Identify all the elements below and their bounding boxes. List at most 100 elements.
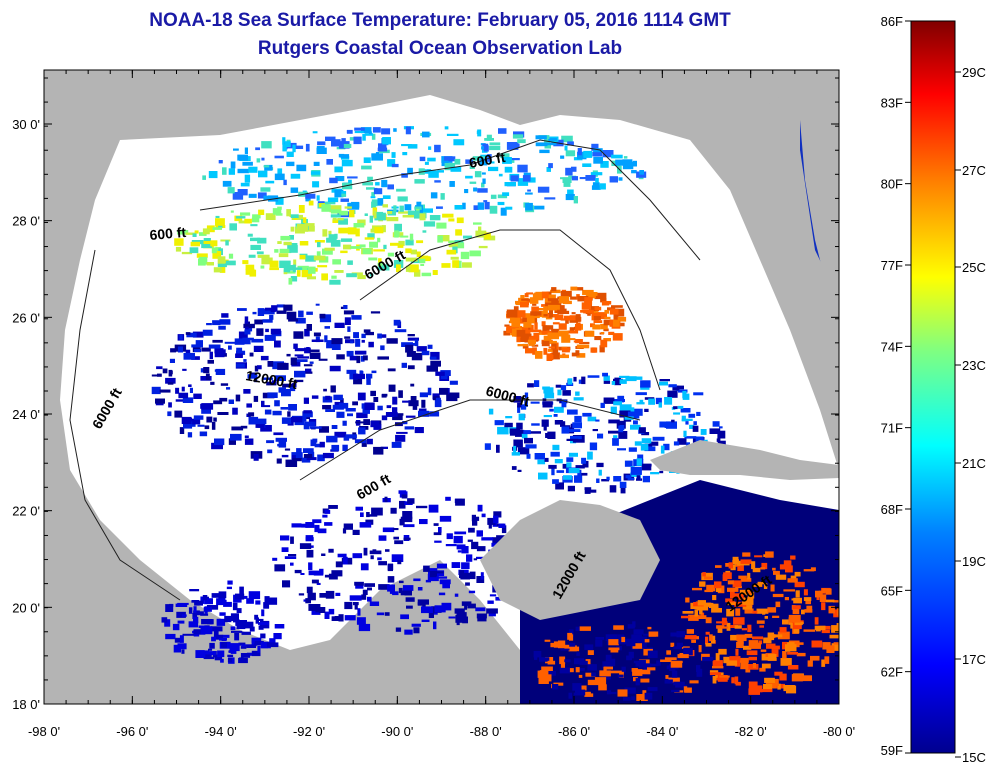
sst-pixel	[681, 415, 686, 422]
sst-pixel	[593, 316, 601, 321]
sst-pixel	[387, 252, 395, 257]
sst-pixel	[261, 141, 272, 149]
sst-pixel	[267, 392, 278, 398]
sst-pixel	[156, 366, 163, 370]
sst-pixel	[335, 561, 343, 568]
sst-pixel	[603, 375, 610, 381]
sst-pixel	[825, 588, 832, 595]
sst-pixel	[792, 622, 802, 630]
sst-pixel	[660, 659, 672, 662]
sst-pixel	[469, 250, 481, 257]
sst-pixel	[435, 397, 441, 402]
sst-pixel	[302, 411, 313, 418]
sst-pixel	[576, 353, 586, 358]
sst-pixel	[391, 441, 402, 448]
sst-pixel	[277, 206, 282, 210]
sst-pixel	[361, 594, 367, 600]
sst-pixel	[408, 400, 419, 407]
sst-pixel	[266, 642, 279, 648]
sst-pixel	[771, 649, 779, 657]
sst-pixel	[449, 181, 455, 187]
sst-pixel	[257, 254, 270, 258]
sst-pixel	[612, 333, 623, 341]
sst-pixel	[222, 599, 227, 603]
sst-pixel	[439, 387, 449, 395]
sst-pixel	[191, 344, 200, 348]
sst-pixel	[416, 251, 421, 257]
sst-pixel	[292, 382, 297, 388]
sst-pixel	[367, 596, 372, 602]
sst-pixel	[214, 634, 224, 640]
sst-pixel	[475, 607, 486, 612]
sst-pixel	[446, 533, 453, 540]
sst-pixel	[211, 247, 217, 254]
sst-pixel	[193, 606, 197, 613]
sst-pixel	[172, 623, 180, 631]
sst-pixel	[278, 253, 289, 258]
sst-pixel	[222, 167, 227, 175]
sst-pixel	[429, 356, 437, 360]
sst-pixel	[281, 454, 289, 458]
sst-pixel	[733, 617, 745, 625]
sst-pixel	[469, 181, 477, 184]
sst-pixel	[330, 385, 336, 393]
sst-pixel	[219, 349, 226, 355]
sst-pixel	[355, 583, 364, 589]
sst-pixel	[609, 485, 617, 493]
sst-pixel	[250, 224, 258, 227]
sst-pixel	[330, 239, 341, 247]
sst-pixel	[407, 144, 418, 149]
sst-pixel	[405, 344, 414, 353]
sst-pixel	[364, 402, 375, 410]
sst-pixel	[702, 572, 706, 577]
sst-pixel	[347, 202, 360, 210]
sst-pixel	[639, 669, 651, 675]
sst-pixel	[793, 627, 800, 634]
sst-pixel	[192, 613, 198, 619]
sst-pixel	[356, 355, 361, 364]
sst-pixel	[219, 266, 226, 273]
sst-pixel	[325, 409, 335, 412]
sst-pixel	[301, 457, 311, 463]
sst-pixel	[377, 237, 381, 243]
sst-pixel	[382, 527, 395, 533]
sst-pixel	[684, 436, 697, 439]
sst-pixel	[392, 414, 403, 421]
sst-pixel	[673, 441, 680, 446]
sst-pixel	[636, 402, 645, 405]
sst-pixel	[335, 176, 345, 182]
sst-pixel	[354, 131, 364, 134]
sst-pixel	[292, 267, 303, 270]
sst-pixel	[408, 264, 419, 273]
sst-pixel	[303, 371, 313, 374]
sst-pixel	[406, 351, 416, 357]
x-tick-label: -82 0'	[735, 724, 767, 739]
sst-pixel	[528, 177, 536, 183]
sst-pixel	[715, 565, 722, 568]
sst-pixel	[427, 387, 432, 396]
sst-pixel	[421, 619, 430, 622]
sst-pixel	[528, 335, 538, 340]
sst-pixel	[397, 196, 408, 202]
sst-pixel	[503, 330, 510, 336]
sst-pixel	[734, 676, 739, 685]
sst-pixel	[201, 408, 211, 414]
sst-pixel	[200, 626, 213, 635]
sst-pixel	[329, 205, 342, 213]
sst-pixel	[777, 683, 781, 690]
sst-pixel	[338, 218, 348, 225]
sst-pixel	[312, 519, 322, 524]
contour-6000ft-central	[359, 229, 661, 391]
sst-pixel	[751, 685, 763, 693]
sst-pixel	[565, 167, 573, 176]
sst-pixel	[481, 537, 494, 541]
sst-pixel	[524, 293, 529, 298]
sst-pixel	[419, 392, 428, 398]
sst-pixel	[369, 601, 380, 606]
sst-pixel	[292, 145, 304, 149]
sst-pixel	[664, 657, 677, 661]
sst-pixel	[324, 454, 331, 458]
sst-pixel	[216, 618, 226, 626]
sst-pixel	[473, 187, 478, 192]
sst-pixel	[767, 607, 777, 613]
